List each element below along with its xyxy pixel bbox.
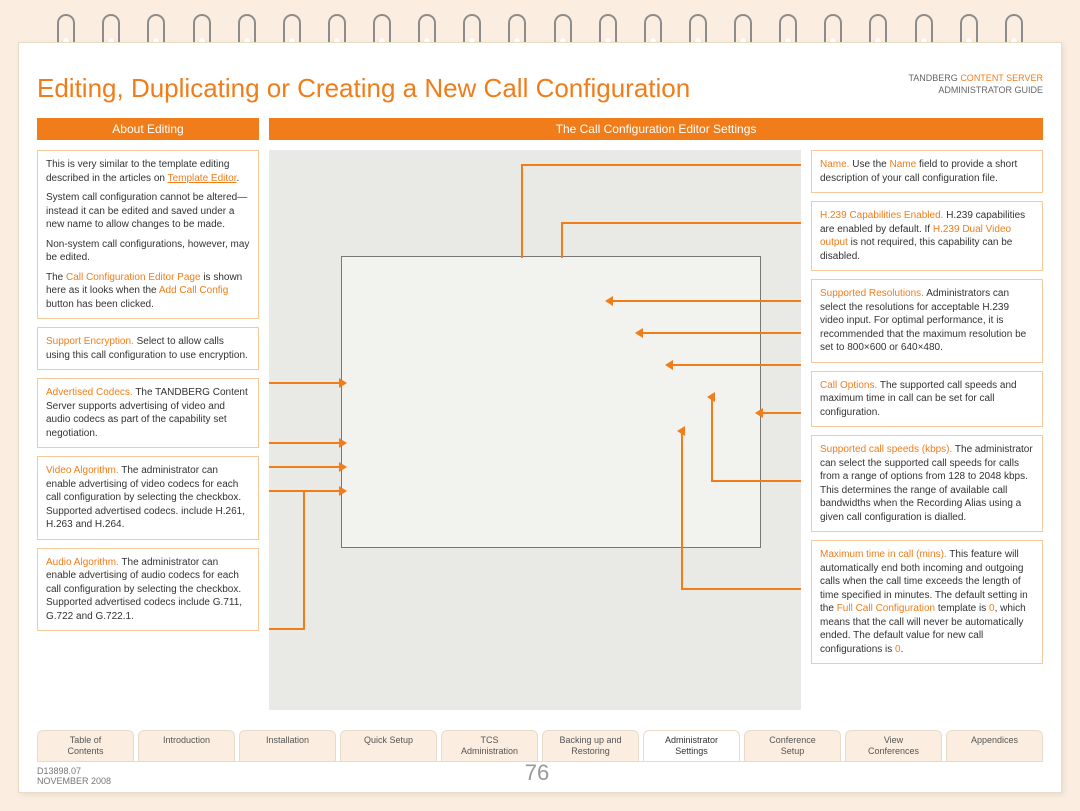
tab-view[interactable]: ViewConferences xyxy=(845,730,942,761)
page-title: Editing, Duplicating or Creating a New C… xyxy=(37,73,690,104)
tab-tcs[interactable]: TCSAdministration xyxy=(441,730,538,761)
page-footer: D13898.07 NOVEMBER 2008 76 xyxy=(37,760,1043,786)
tab-introduction[interactable]: Introduction xyxy=(138,730,235,761)
tab-appendices[interactable]: Appendices xyxy=(946,730,1043,761)
page: Editing, Duplicating or Creating a New C… xyxy=(18,42,1062,793)
tab-backing-up-and[interactable]: Backing up andRestoring xyxy=(542,730,639,761)
about-box: This is very similar to the template edi… xyxy=(37,150,259,319)
doc-number: D13898.07 xyxy=(37,766,111,776)
tab-conference[interactable]: ConferenceSetup xyxy=(744,730,841,761)
spiral-binding xyxy=(0,14,1080,42)
support-encryption-box: Support Encryption. Select to allow call… xyxy=(37,327,259,370)
call-options-box: Call Options. The supported call speeds … xyxy=(811,371,1043,428)
name-box: Name. Use the Name field to provide a sh… xyxy=(811,150,1043,193)
section-header-settings: The Call Configuration Editor Settings xyxy=(269,118,1043,140)
right-column: Name. Use the Name field to provide a sh… xyxy=(811,150,1043,710)
left-column: This is very similar to the template edi… xyxy=(37,150,259,710)
tab-table-of[interactable]: Table ofContents xyxy=(37,730,134,761)
tab-installation[interactable]: Installation xyxy=(239,730,336,761)
call-speeds-box: Supported call speeds (kbps). The admini… xyxy=(811,435,1043,532)
brand: TANDBERG xyxy=(908,73,957,83)
video-algorithm-box: Video Algorithm. The administrator can e… xyxy=(37,456,259,540)
resolutions-box: Supported Resolutions. Administrators ca… xyxy=(811,279,1043,363)
doc-date: NOVEMBER 2008 xyxy=(37,776,111,786)
nav-tabs: Table ofContentsIntroductionInstallation… xyxy=(37,730,1043,762)
template-editor-link[interactable]: Template Editor xyxy=(168,173,237,184)
tab-quick-setup[interactable]: Quick Setup xyxy=(340,730,437,761)
diagram xyxy=(269,150,801,710)
page-number: 76 xyxy=(525,760,549,786)
advertised-codecs-box: Advertised Codecs. The TANDBERG Content … xyxy=(37,378,259,448)
doc-id-header: TANDBERG CONTENT SERVER ADMINISTRATOR GU… xyxy=(908,73,1043,96)
doc-type: ADMINISTRATOR GUIDE xyxy=(938,85,1043,95)
section-header-about: About Editing xyxy=(37,118,259,140)
tab-administrator[interactable]: AdministratorSettings xyxy=(643,730,740,761)
h239-box: H.239 Capabilities Enabled. H.239 capabi… xyxy=(811,201,1043,271)
audio-algorithm-box: Audio Algorithm. The administrator can e… xyxy=(37,548,259,632)
product: CONTENT SERVER xyxy=(960,73,1043,83)
max-time-box: Maximum time in call (mins). This featur… xyxy=(811,540,1043,664)
